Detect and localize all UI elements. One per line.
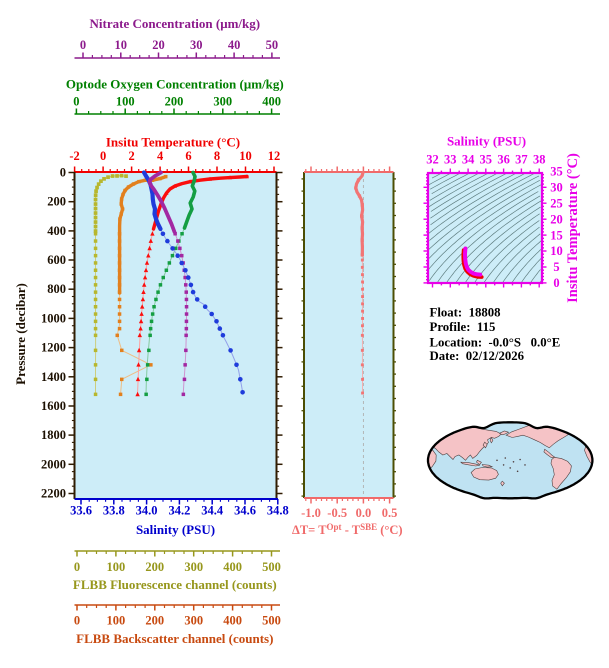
svg-text:Insitu Temperature (°C): Insitu Temperature (°C): [106, 135, 240, 150]
svg-text:12: 12: [268, 149, 281, 163]
svg-text:2: 2: [128, 149, 134, 163]
svg-text:33.6: 33.6: [70, 504, 92, 518]
svg-text:FLBB Fluorescence channel (cou: FLBB Fluorescence channel (counts): [73, 577, 277, 592]
svg-text:300: 300: [213, 95, 232, 109]
svg-text:400: 400: [262, 95, 281, 109]
svg-text:300: 300: [184, 560, 203, 574]
svg-text:20: 20: [152, 38, 165, 52]
svg-text:34.2: 34.2: [168, 504, 190, 518]
svg-text:400: 400: [47, 224, 66, 238]
svg-text:0: 0: [74, 614, 80, 628]
svg-text:0: 0: [60, 166, 66, 180]
svg-text:Insitu Temperature (°C): Insitu Temperature (°C): [565, 153, 581, 303]
svg-text:500: 500: [262, 614, 281, 628]
svg-text:1800: 1800: [41, 428, 66, 442]
svg-text:34.4: 34.4: [201, 504, 224, 518]
svg-text:Salinity (PSU): Salinity (PSU): [136, 522, 215, 537]
svg-text:500: 500: [262, 560, 281, 574]
svg-text:200: 200: [47, 195, 66, 209]
svg-text:10: 10: [550, 244, 563, 258]
svg-text:100: 100: [116, 95, 135, 109]
svg-text:1600: 1600: [41, 399, 66, 413]
svg-text:33: 33: [444, 153, 457, 167]
svg-text:Date: 02/12/2026: Date: 02/12/2026: [430, 349, 525, 363]
svg-text:34.6: 34.6: [234, 504, 256, 518]
svg-text:10: 10: [115, 38, 128, 52]
svg-text:100: 100: [107, 614, 126, 628]
svg-text:35: 35: [550, 165, 563, 179]
svg-text:35: 35: [480, 153, 493, 167]
svg-text:38: 38: [533, 153, 546, 167]
svg-text:FLBB Backscatter channel (coun: FLBB Backscatter channel (counts): [76, 631, 273, 646]
svg-text:25: 25: [550, 196, 563, 210]
svg-text:36: 36: [497, 153, 510, 167]
svg-text:6: 6: [185, 149, 191, 163]
svg-text:10: 10: [239, 149, 252, 163]
svg-text:Float: 18808: Float: 18808: [430, 306, 501, 320]
svg-text:800: 800: [47, 282, 66, 296]
svg-text:2000: 2000: [41, 457, 66, 471]
svg-text:0.5: 0.5: [382, 506, 398, 520]
svg-text:15: 15: [550, 228, 563, 242]
svg-text:5: 5: [553, 260, 559, 274]
svg-text:-2: -2: [69, 149, 79, 163]
svg-text:Profile: 115: Profile: 115: [430, 320, 496, 334]
svg-text:32: 32: [426, 153, 439, 167]
svg-text:1400: 1400: [41, 370, 66, 384]
svg-text:100: 100: [107, 560, 126, 574]
svg-text:Optode Oxygen Concentration (μ: Optode Oxygen Concentration (μm/kg): [66, 77, 284, 92]
svg-text:400: 400: [223, 614, 242, 628]
svg-text:0: 0: [73, 95, 79, 109]
svg-text:34: 34: [462, 153, 475, 167]
svg-text:400: 400: [223, 560, 242, 574]
svg-text:34.0: 34.0: [136, 504, 158, 518]
svg-text:34.8: 34.8: [267, 504, 289, 518]
svg-text:-0.5: -0.5: [327, 506, 347, 520]
svg-text:0: 0: [80, 38, 86, 52]
svg-text:8: 8: [214, 149, 220, 163]
svg-text:ΔT= TOpt - TSBE (°C): ΔT= TOpt - TSBE (°C): [292, 522, 403, 537]
svg-text:Pressure (decibar): Pressure (decibar): [13, 283, 28, 385]
svg-text:1000: 1000: [41, 311, 66, 325]
svg-text:Salinity (PSU): Salinity (PSU): [447, 134, 526, 149]
svg-text:0: 0: [553, 276, 559, 290]
svg-text:50: 50: [266, 38, 279, 52]
svg-text:200: 200: [145, 614, 164, 628]
svg-text:600: 600: [47, 253, 66, 267]
svg-text:300: 300: [184, 614, 203, 628]
svg-text:0.0: 0.0: [356, 506, 372, 520]
svg-text:200: 200: [165, 95, 184, 109]
svg-text:-1.0: -1.0: [301, 506, 321, 520]
svg-text:1200: 1200: [41, 341, 66, 355]
svg-text:33.8: 33.8: [103, 504, 125, 518]
svg-text:Location: -0.0°S 0.0°E: Location: -0.0°S 0.0°E: [430, 335, 561, 349]
svg-text:0: 0: [100, 149, 106, 163]
svg-text:30: 30: [550, 181, 563, 195]
svg-text:20: 20: [550, 212, 563, 226]
svg-text:40: 40: [228, 38, 241, 52]
svg-text:Nitrate Concentration (μm/kg): Nitrate Concentration (μm/kg): [90, 16, 261, 31]
svg-text:4: 4: [157, 149, 164, 163]
svg-text:2200: 2200: [41, 487, 66, 501]
svg-text:200: 200: [145, 560, 164, 574]
svg-text:30: 30: [190, 38, 203, 52]
svg-text:0: 0: [74, 560, 80, 574]
svg-text:37: 37: [515, 153, 528, 167]
